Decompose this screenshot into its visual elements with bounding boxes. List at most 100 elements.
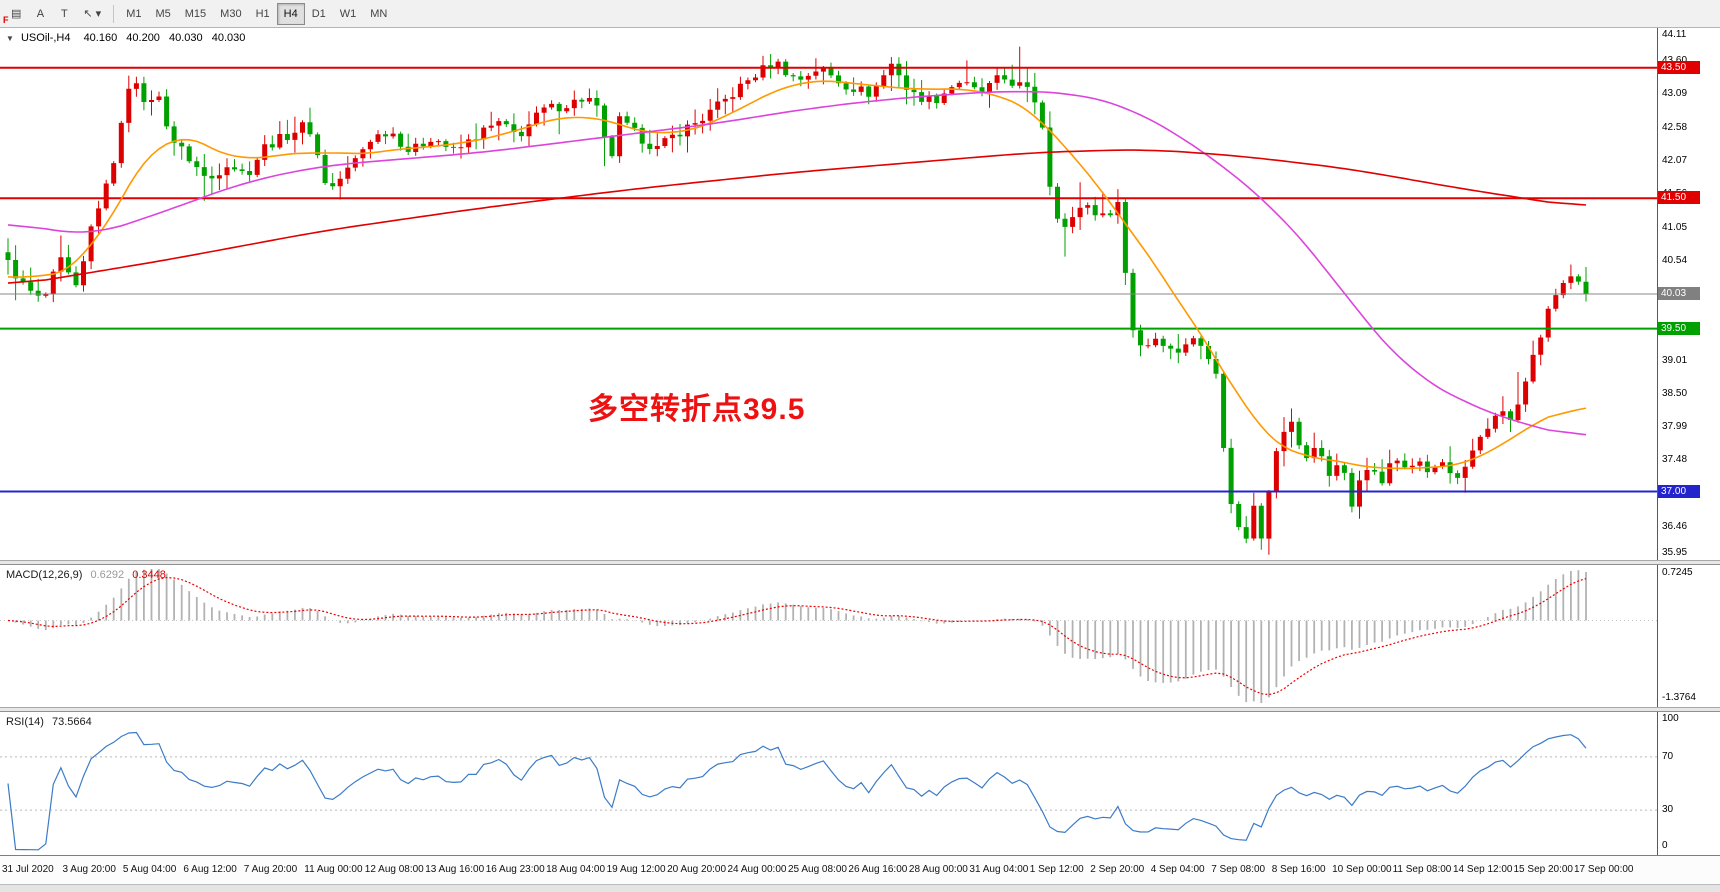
rsi-axis-0: 0 [1662, 840, 1668, 851]
chart-title: ▼ USOil-,H4 40.160 40.200 40.030 40.030 [6, 32, 251, 44]
price-tag: 40.03 [1658, 287, 1700, 300]
ohlc-low: 40.030 [169, 32, 203, 44]
rsi-axis-100: 100 [1662, 713, 1679, 724]
macd-label: MACD(12,26,9) 0.6292 0.3448 [6, 569, 171, 581]
price-axis-label: 37.48 [1662, 454, 1688, 465]
price-tag: 43.50 [1658, 61, 1700, 74]
price-axis-label: 36.46 [1662, 521, 1688, 532]
rsi-value: 73.5664 [51, 716, 92, 728]
time-axis-label: 28 Aug 00:00 [908, 864, 968, 875]
collapse-arrow-icon[interactable]: ▼ [6, 34, 14, 43]
price-axis-label: 43.09 [1662, 88, 1688, 99]
time-axis[interactable]: 31 Jul 2020 3 Aug 20:00 5 Aug 04:00 6 Aug 1… [0, 855, 1720, 884]
ma-mid-line [7, 90, 1587, 436]
time-axis-label: 8 Sep 16:00 [1271, 864, 1326, 875]
timeframe-m30-button[interactable]: M30 [220, 7, 242, 20]
panel-splitter-1[interactable] [0, 560, 1720, 565]
timeframe-m5-button[interactable]: M5 [155, 7, 171, 20]
ma-fast-line [7, 80, 1587, 470]
time-axis-label: 19 Aug 12:00 [606, 864, 666, 875]
macd-signal-line [7, 576, 1587, 696]
rsi-panel: RSI(14) 73.5664 100 70 30 0 [0, 712, 1720, 855]
macd-histogram [14, 569, 1587, 703]
toolbar-tools: ▤ A T ↖ ▾ [4, 3, 108, 25]
ohlc-close: 40.030 [211, 32, 246, 44]
draw-objects-dropdown[interactable]: ↖ ▾ [83, 8, 102, 20]
flag-mark: F [3, 15, 9, 25]
ohlc-open: 40.160 [83, 32, 118, 44]
price-axis-label: 35.95 [1662, 547, 1688, 558]
time-axis-label: 26 Aug 16:00 [848, 864, 908, 875]
time-axis-label: 5 Aug 04:00 [122, 864, 177, 875]
chart-grid-button[interactable]: ▤ [11, 8, 22, 20]
timeframe-bar: M1 M5 M15 M30 H1 H4 D1 W1 MN [119, 2, 394, 25]
timeframe-m1-button[interactable]: M1 [126, 7, 142, 20]
rsi-chart-canvas[interactable] [0, 712, 1657, 855]
price-axis-label: 37.99 [1662, 421, 1688, 432]
ma-slow-line [7, 149, 1587, 284]
timeframe-h1-button[interactable]: H1 [255, 7, 270, 20]
timeframe-h4-button[interactable]: H4 [276, 2, 305, 25]
price-axis-label: 42.58 [1662, 122, 1688, 133]
price-axis-label: 39.01 [1662, 355, 1688, 366]
cursor-a-tool-button[interactable]: A [36, 7, 45, 20]
price-axis-label: 44.11 [1662, 29, 1687, 40]
price-tag: 39.50 [1658, 322, 1700, 335]
price-panel: ▼ USOil-,H4 40.160 40.200 40.030 40.030 … [0, 28, 1720, 560]
price-axis-label: 42.07 [1662, 155, 1688, 166]
panel-splitter-2[interactable] [0, 707, 1720, 712]
chart-annotation-text: 多空转折点39.5 [588, 393, 806, 426]
time-axis-label: 16 Aug 23:00 [485, 864, 545, 875]
price-axis-label: 41.05 [1662, 222, 1688, 233]
time-axis-label: 13 Aug 16:00 [425, 864, 485, 875]
ohlc-high: 40.200 [126, 32, 160, 44]
macd-name: MACD(12,26,9) [6, 569, 83, 581]
time-axis-label: 12 Aug 08:00 [364, 864, 424, 875]
time-axis-label: 25 Aug 08:00 [788, 864, 847, 875]
rsi-line [7, 731, 1587, 851]
time-axis-label: 14 Sep 12:00 [1453, 864, 1513, 875]
text-tool-button[interactable]: T [61, 7, 68, 20]
price-axis-label: 43.60 [1662, 55, 1687, 66]
time-axis-label: 17 Sep 00:00 [1574, 864, 1634, 875]
timeframe-w1-button[interactable]: W1 [339, 7, 357, 20]
rsi-label: RSI(14) 73.5664 [6, 716, 97, 728]
rsi-name: RSI(14) [6, 716, 44, 728]
rsi-scale[interactable]: 100 70 30 0 [1657, 712, 1720, 855]
macd-panel: MACD(12,26,9) 0.6292 0.3448 0.7245 -1.37… [0, 565, 1720, 707]
time-axis-label: 31 Jul 2020 [2, 864, 54, 875]
toolbar: F ▤ A T ↖ ▾ M1 M5 M15 M30 H1 H4 D1 W1 MN [0, 0, 1720, 28]
time-axis-label: 7 Aug 20:00 [243, 864, 298, 875]
timeframe-d1-button[interactable]: D1 [311, 7, 326, 20]
timeframe-m15-button[interactable]: M15 [184, 7, 207, 20]
macd-chart-canvas[interactable] [0, 565, 1657, 707]
time-axis-label: 31 Aug 04:00 [969, 864, 1029, 875]
time-axis-label: 6 Aug 12:00 [183, 864, 237, 875]
time-axis-label: 18 Aug 04:00 [546, 864, 606, 875]
time-axis-label: 3 Aug 20:00 [62, 864, 116, 875]
macd-scale[interactable]: 0.7245 -1.3764 [1657, 565, 1720, 707]
toolbar-separator [113, 4, 115, 23]
time-axis-label: 2 Sep 20:00 [1090, 864, 1145, 875]
price-scale[interactable]: 44.1143.6043.0942.5842.0741.5641.0540.54… [1657, 28, 1720, 560]
time-axis-label: 15 Sep 20:00 [1513, 864, 1574, 875]
macd-axis-max: 0.7245 [1662, 567, 1693, 578]
time-axis-label: 20 Aug 20:00 [667, 864, 727, 875]
price-tag: 41.50 [1658, 191, 1700, 204]
window-bottom-edge [0, 884, 1720, 892]
timeframe-mn-button[interactable]: MN [370, 7, 388, 20]
macd-axis-min: -1.3764 [1662, 692, 1696, 703]
time-axis-label: 4 Sep 04:00 [1150, 864, 1205, 875]
rsi-axis-30: 30 [1662, 804, 1674, 815]
time-axis-label: 7 Sep 08:00 [1211, 864, 1266, 875]
time-axis-label: 11 Aug 00:00 [304, 864, 363, 875]
time-axis-label: 1 Sep 12:00 [1029, 864, 1084, 875]
rsi-axis-70: 70 [1662, 751, 1674, 762]
candlestick-chart-canvas[interactable] [0, 28, 1657, 560]
macd-main-value: 0.6292 [90, 569, 125, 581]
symbol-timeframe-label: USOil-,H4 [20, 32, 71, 44]
time-axis-label: 10 Sep 00:00 [1332, 864, 1392, 875]
price-axis-label: 38.50 [1662, 388, 1688, 399]
macd-signal-value: 0.3448 [132, 569, 166, 581]
